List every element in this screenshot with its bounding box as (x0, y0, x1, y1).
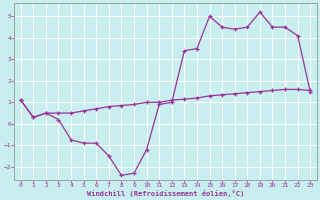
X-axis label: Windchill (Refroidissement éolien,°C): Windchill (Refroidissement éolien,°C) (87, 190, 244, 197)
